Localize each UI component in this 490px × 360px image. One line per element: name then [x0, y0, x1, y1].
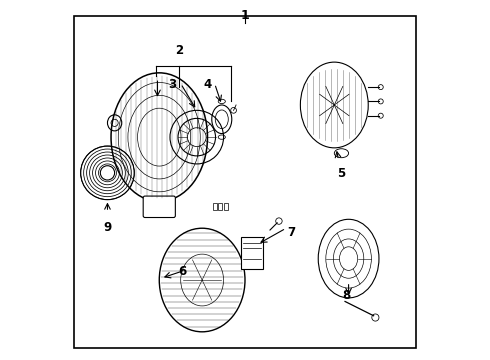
Text: 2: 2 [175, 44, 183, 57]
Bar [213, 203, 217, 210]
Text: 7: 7 [287, 226, 295, 239]
Text: 8: 8 [343, 289, 351, 302]
Text: 4: 4 [203, 78, 212, 91]
Bar [242, 237, 263, 269]
Bar [218, 203, 222, 210]
Text: 3: 3 [168, 78, 176, 91]
Text: 9: 9 [103, 221, 112, 234]
Text: 1: 1 [241, 9, 249, 22]
Bar [223, 203, 228, 210]
Text: 6: 6 [178, 265, 186, 278]
Text: 5: 5 [337, 167, 345, 180]
FancyBboxPatch shape [143, 196, 175, 217]
